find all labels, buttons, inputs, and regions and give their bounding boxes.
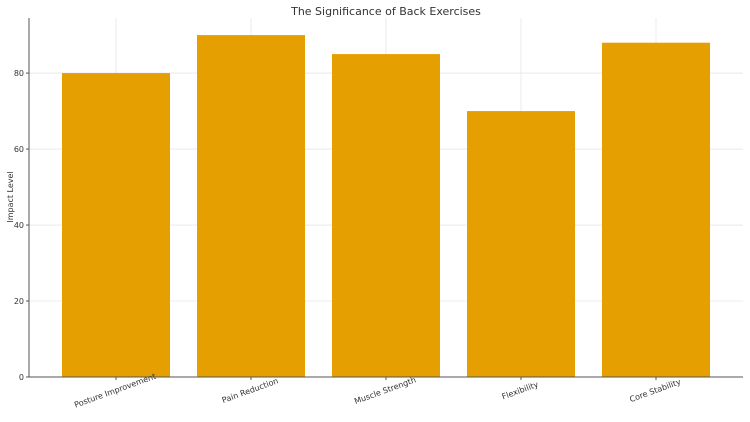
bar-flexibility bbox=[467, 111, 575, 378]
x-tick-label: Core Stability bbox=[628, 377, 682, 404]
bar-core-stability bbox=[602, 42, 710, 378]
y-tick-label: 20 bbox=[14, 297, 24, 306]
x-tick-label: Pain Reduction bbox=[221, 376, 280, 405]
bar-muscle-strength bbox=[332, 54, 440, 378]
y-tick-label: 0 bbox=[19, 373, 24, 382]
bar-pain-reduction bbox=[197, 35, 305, 377]
chart-title: The Significance of Back Exercises bbox=[290, 5, 481, 18]
y-tick-label: 60 bbox=[14, 145, 24, 154]
bars bbox=[62, 35, 710, 378]
y-axis-label: Impact Level bbox=[6, 171, 15, 222]
y-axis-ticks: 0 20 40 60 80 bbox=[14, 69, 29, 382]
x-tick-label: Flexibility bbox=[501, 380, 540, 402]
y-tick-label: 40 bbox=[14, 221, 24, 230]
bar-posture-improvement bbox=[62, 73, 170, 377]
y-tick-label: 80 bbox=[14, 69, 24, 78]
x-tick-label: Muscle Strength bbox=[353, 375, 417, 406]
